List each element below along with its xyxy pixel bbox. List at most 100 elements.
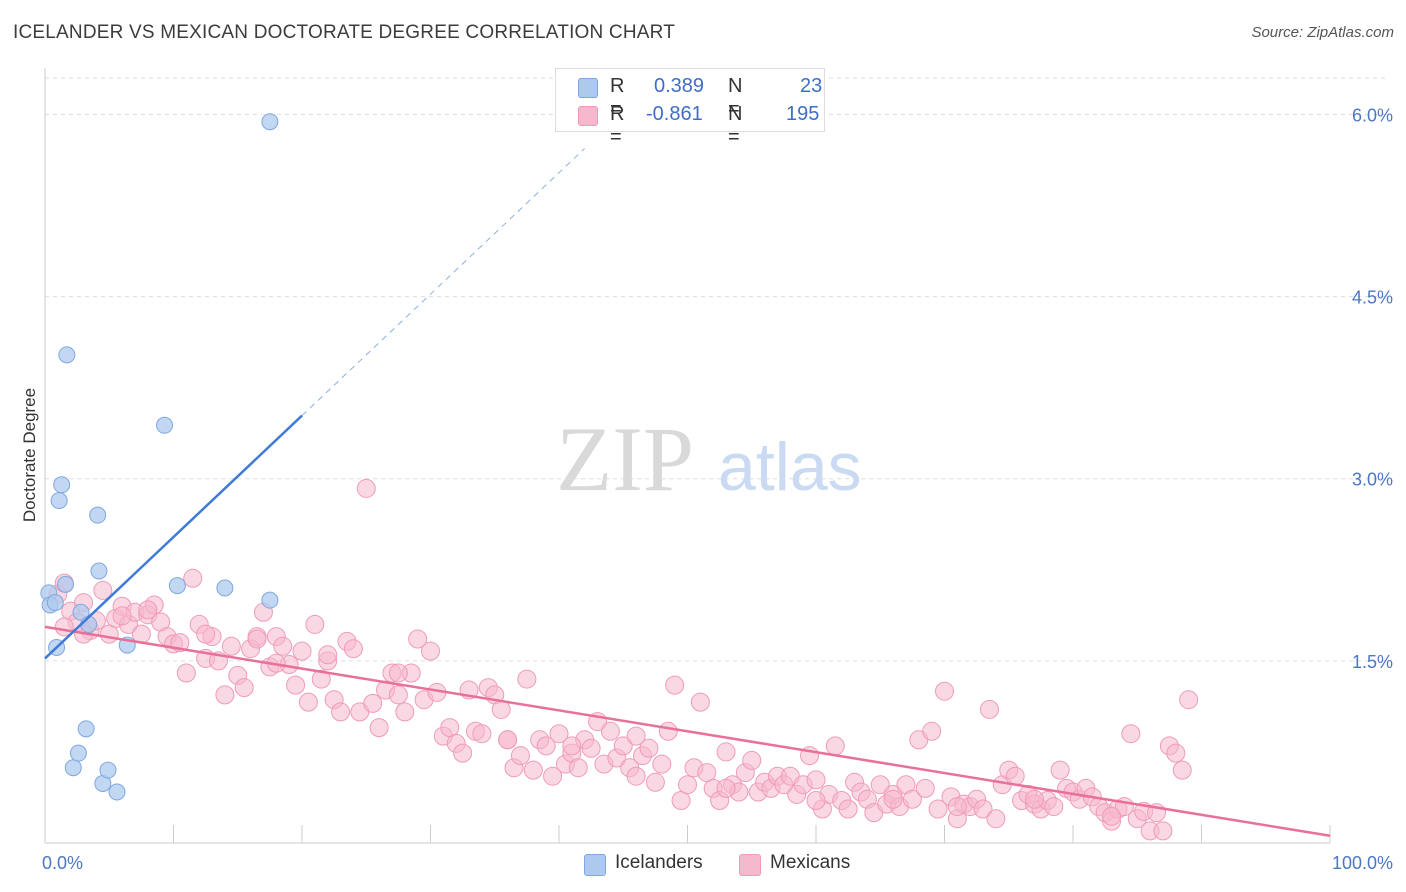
y-tick-label: 3.0% xyxy=(1352,470,1393,490)
mexicans-point xyxy=(613,736,633,756)
icelanders-trend-extension xyxy=(301,148,586,416)
mexicans-point xyxy=(562,736,582,756)
legend-label-mexicans: Mexicans xyxy=(770,852,851,873)
mexicans-point xyxy=(421,641,440,661)
icelanders-point xyxy=(261,113,279,131)
mexicans-point xyxy=(626,766,646,786)
mexicans-point xyxy=(510,746,530,766)
mexicans-swatch-icon xyxy=(578,106,598,126)
chart-title: ICELANDER VS MEXICAN DOCTORATE DEGREE CO… xyxy=(13,22,676,43)
mexicans-point xyxy=(273,636,293,656)
mexicans-point xyxy=(742,750,762,770)
mexicans-point xyxy=(1102,806,1122,826)
mexicans-point xyxy=(196,624,216,644)
mexicans-point xyxy=(678,775,697,795)
mexicans-point xyxy=(292,641,312,661)
mexicans-point xyxy=(1050,760,1070,780)
mexicans-point xyxy=(247,629,267,649)
mexicans-point xyxy=(581,738,601,758)
mexicans-point xyxy=(1166,743,1186,763)
mexicans-point xyxy=(215,685,235,705)
mexicans-point xyxy=(935,681,954,701)
mexicans-point xyxy=(543,766,563,786)
watermark-atlas: atlas xyxy=(718,429,862,505)
y-tick-label: 1.5% xyxy=(1352,652,1393,672)
icelanders-point xyxy=(90,562,108,580)
mexicans-point xyxy=(825,736,845,756)
icelanders-point xyxy=(89,506,107,524)
mexicans-point xyxy=(517,669,537,689)
mexicans-point xyxy=(1172,760,1192,780)
mexicans-point xyxy=(363,693,383,713)
mexicans-point xyxy=(806,791,826,810)
mexicans-point xyxy=(645,772,665,792)
mexicans-point xyxy=(311,669,331,689)
mexicans-point xyxy=(388,663,408,683)
icelanders-point xyxy=(261,591,279,609)
r-value: -0.861 xyxy=(646,103,703,125)
mexicans-point xyxy=(472,724,492,744)
r-value: 0.389 xyxy=(654,75,705,97)
icelanders-point xyxy=(108,783,126,801)
mexicans-point xyxy=(1024,789,1044,809)
correlation-legend: R = 0.389 N = 23 R = -0.861 N = 195 xyxy=(555,68,825,148)
icelanders-point xyxy=(168,577,186,595)
icelanders-point xyxy=(57,575,75,593)
n-value: 23 xyxy=(800,75,823,97)
mexicans-point xyxy=(183,568,203,588)
mexicans-point xyxy=(1121,724,1141,744)
mexicans-point xyxy=(286,675,306,695)
mexicans-point xyxy=(318,645,338,665)
icelanders-point xyxy=(99,761,117,779)
mexicans-point xyxy=(388,685,408,705)
mexicans-point xyxy=(331,702,351,722)
mexicans-point xyxy=(883,789,903,809)
mexicans-point xyxy=(498,730,518,750)
icelanders-point xyxy=(77,720,95,738)
mexicans-point xyxy=(356,478,376,498)
mexicans-point xyxy=(453,743,473,763)
mexicans-point xyxy=(568,758,588,778)
mexicans-point xyxy=(928,799,948,819)
mexicans-trend-line xyxy=(44,625,1331,837)
legend-label-icelanders: Icelanders xyxy=(615,852,703,873)
n-label: N = xyxy=(728,75,743,120)
y-tick-label: 6.0% xyxy=(1352,105,1393,125)
source-label: Source: ZipAtlas.com xyxy=(1251,24,1394,41)
mexicans-point xyxy=(600,721,620,741)
mexicans-point xyxy=(652,754,672,774)
n-value: 195 xyxy=(786,103,820,125)
mexicans-point xyxy=(395,702,415,722)
y-tick-label: 4.5% xyxy=(1352,288,1393,308)
mexicans-point xyxy=(408,629,428,649)
n-label: N = xyxy=(728,103,743,148)
icelanders-point xyxy=(50,492,68,510)
mexicans-point xyxy=(298,692,318,712)
icelanders-point xyxy=(46,594,64,612)
r-label: R = xyxy=(610,75,625,120)
mexicans-point xyxy=(922,721,942,741)
mexicans-point xyxy=(536,736,556,756)
icelanders-point xyxy=(216,579,234,597)
icelanders-point xyxy=(69,744,87,762)
mexicans-point xyxy=(716,742,736,762)
mexicans-point xyxy=(838,799,858,819)
mexicans-point xyxy=(305,614,325,634)
mexicans-point xyxy=(112,606,132,626)
mexicans-point xyxy=(915,778,935,798)
icelanders-point xyxy=(53,476,71,494)
mexicans-point xyxy=(716,778,736,798)
mexicans-point xyxy=(806,770,826,790)
mexicans-point xyxy=(639,738,659,758)
mexicans-point xyxy=(93,580,113,600)
mexicans-point xyxy=(1153,821,1173,841)
mexicans-point xyxy=(234,678,254,698)
mexicans-point xyxy=(221,636,241,656)
mexicans-point xyxy=(973,799,993,819)
mexicans-point xyxy=(1044,797,1064,817)
mexicans-point xyxy=(658,721,678,741)
icelanders-point xyxy=(156,416,174,434)
mexicans-point xyxy=(369,718,389,738)
mexicans-point xyxy=(523,760,543,780)
